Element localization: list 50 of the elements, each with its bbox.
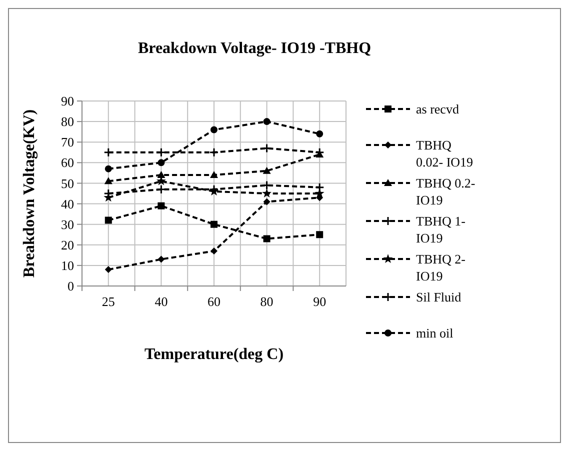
point <box>156 184 166 194</box>
y-tick-label: 50 <box>61 176 74 191</box>
point <box>263 198 270 206</box>
point <box>209 148 219 158</box>
point <box>157 171 166 178</box>
legend-label: TBHQ 1- IO19 <box>416 214 466 246</box>
point <box>104 177 112 184</box>
point <box>158 202 165 210</box>
point <box>158 256 165 263</box>
x-tick-label: 25 <box>102 294 115 309</box>
y-tick-label: 20 <box>61 237 74 252</box>
x-tick-label: 60 <box>208 294 220 309</box>
legend-label: Sil Fluid <box>416 290 462 305</box>
legend-label: as recvd <box>416 102 460 117</box>
y-axis-title: Breakdown Voltage(KV) <box>21 109 38 278</box>
y-tick-label: 10 <box>61 258 74 273</box>
legend-label: min oil <box>416 326 454 341</box>
point <box>210 220 218 228</box>
x-tick-label: 80 <box>260 294 274 309</box>
point <box>262 188 272 198</box>
point <box>262 144 272 154</box>
point <box>263 118 270 126</box>
point <box>210 171 218 178</box>
y-tick-label: 0 <box>68 278 74 294</box>
point <box>104 165 112 172</box>
y-tick-label: 80 <box>61 114 74 130</box>
chart-title: Breakdown Voltage- IO19 -TBHQ <box>138 40 372 57</box>
point <box>210 126 218 134</box>
x-axis-title: Temperature(deg C) <box>144 346 284 363</box>
point <box>104 266 112 274</box>
y-tick-label: 40 <box>61 196 74 212</box>
point <box>104 148 114 158</box>
y-tick-label: 60 <box>61 155 74 170</box>
legend-label: TBHQ 0.2- IO19 <box>416 176 476 208</box>
x-tick-label: 90 <box>313 294 326 309</box>
y-tick-label: 90 <box>61 94 74 109</box>
point <box>263 235 270 242</box>
point <box>316 130 324 138</box>
legend-label: TBHQ 2- IO19 <box>416 252 466 284</box>
y-tick-label: 30 <box>61 216 74 232</box>
point <box>104 216 112 224</box>
legend-label: TBHQ 0.02- IO19 <box>416 138 474 170</box>
point <box>316 231 324 238</box>
point <box>210 248 218 255</box>
point <box>262 166 271 174</box>
point <box>156 148 166 158</box>
x-tick-label: 40 <box>154 294 168 309</box>
point <box>314 182 324 192</box>
y-tick-label: 70 <box>61 134 74 150</box>
point <box>158 159 165 166</box>
